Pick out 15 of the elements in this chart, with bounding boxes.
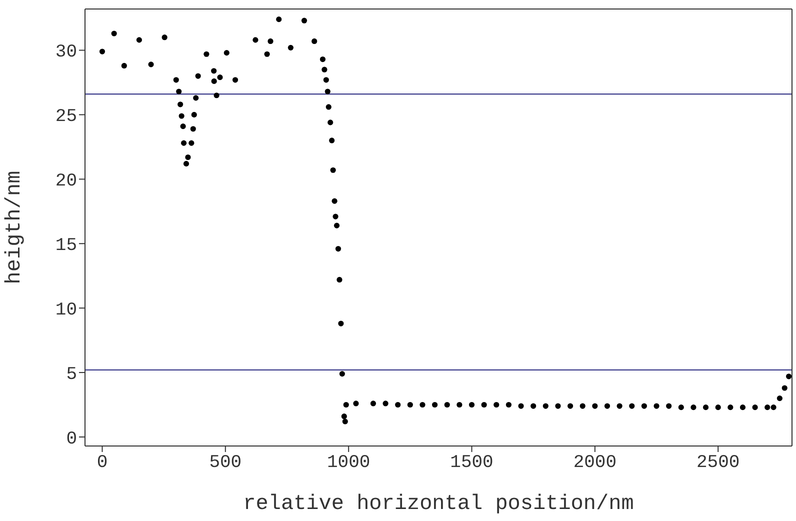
- y-axis-title: heigth/nm: [3, 170, 26, 284]
- y-tick-label: 10: [55, 300, 77, 320]
- y-tick-label: 15: [55, 236, 77, 256]
- y-tick-label: 5: [66, 364, 77, 385]
- x-tick-label: 2000: [573, 452, 617, 473]
- y-tick-label: 30: [55, 42, 77, 63]
- y-tick-label: 0: [66, 429, 77, 450]
- y-tick-label: 25: [55, 107, 77, 128]
- y-tick-label: 20: [55, 172, 77, 192]
- x-tick-label: 2500: [696, 452, 740, 473]
- x-tick-label: 1500: [450, 452, 494, 473]
- x-tick-label: 500: [209, 452, 242, 473]
- x-tick-label: 0: [96, 452, 108, 473]
- x-axis-title: relative horizontal position/nm: [243, 493, 634, 516]
- x-tick-label: 1000: [326, 452, 370, 473]
